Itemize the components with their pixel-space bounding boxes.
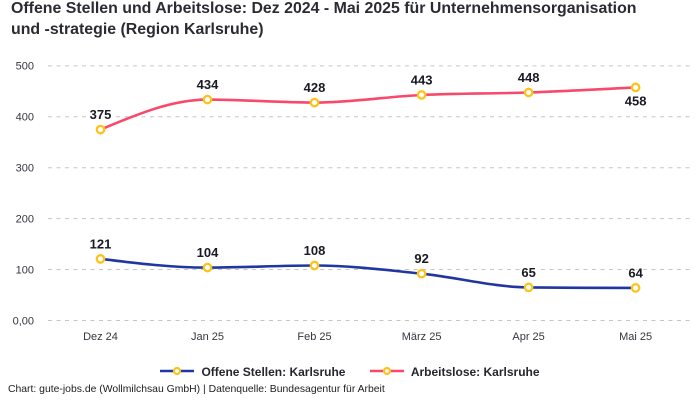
- svg-text:Mai 25: Mai 25: [619, 331, 652, 343]
- svg-text:500: 500: [16, 61, 34, 73]
- svg-text:104: 104: [197, 245, 219, 260]
- svg-text:Apr 25: Apr 25: [512, 331, 544, 343]
- svg-text:Jan 25: Jan 25: [191, 331, 224, 343]
- svg-text:448: 448: [518, 70, 540, 85]
- svg-text:375: 375: [90, 107, 112, 122]
- svg-text:0,00: 0,00: [13, 315, 34, 327]
- svg-text:428: 428: [304, 80, 326, 95]
- svg-text:443: 443: [411, 73, 433, 88]
- svg-text:121: 121: [90, 236, 112, 251]
- svg-text:Dez 24: Dez 24: [83, 331, 118, 343]
- svg-text:108: 108: [304, 243, 326, 258]
- svg-text:65: 65: [521, 265, 535, 280]
- svg-text:200: 200: [16, 213, 34, 225]
- svg-text:400: 400: [16, 112, 34, 124]
- svg-text:92: 92: [414, 251, 428, 266]
- svg-text:300: 300: [16, 163, 34, 175]
- svg-text:458: 458: [625, 93, 647, 108]
- svg-text:100: 100: [16, 264, 34, 276]
- svg-text:März 25: März 25: [402, 331, 442, 343]
- svg-text:64: 64: [628, 265, 643, 280]
- svg-text:Feb 25: Feb 25: [297, 331, 331, 343]
- svg-text:434: 434: [197, 77, 219, 92]
